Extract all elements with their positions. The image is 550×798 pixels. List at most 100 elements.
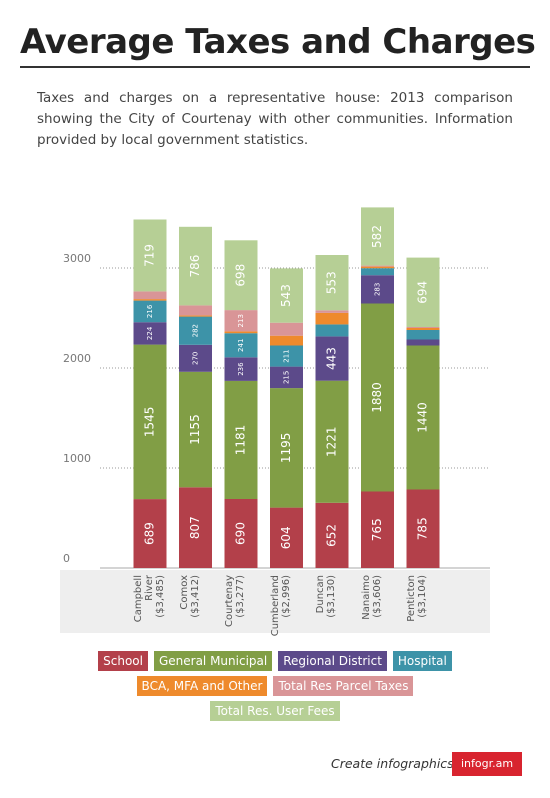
legend-item: BCA, MFA and Other [136,676,268,696]
bar-segment [406,330,440,340]
x-tick-label: Campbell River ($3,485) [133,575,166,623]
value-label: 213 [237,314,245,327]
value-label: 694 [416,281,430,304]
bar-segment [224,357,258,381]
legend-item: Total Res Parcel Taxes [273,676,414,696]
bar-segment [406,489,440,568]
value-label: 785 [416,517,430,540]
bar-segment [179,487,212,568]
value-label: 582 [370,225,384,248]
y-tick-label: 3000 [63,252,91,265]
bar-segment [224,240,258,311]
bar-segment [179,371,212,488]
legend-row: School General Municipal Regional District… [0,651,550,671]
value-label: 786 [188,255,202,278]
x-tick-label: Penticton ($3,104) [406,575,428,622]
value-label: 689 [143,522,157,545]
chart-subtitle: Taxes and charges on a representative ho… [37,90,513,148]
bar-segment [270,388,303,508]
value-label: 690 [234,522,248,545]
bar-segment [315,312,349,325]
x-tick-label: Cumberland ($2,996) [269,575,292,637]
bar-segment [361,265,394,267]
bar-segment [406,339,440,346]
value-label: 765 [370,518,384,541]
bar-segment [270,345,303,367]
value-label: 236 [237,362,245,376]
x-tick-label: Courtenay ($3,277) [224,575,246,628]
bar-segment [315,324,349,337]
value-label: 215 [283,371,291,384]
bar-segment [406,327,440,328]
value-label: 604 [279,526,293,549]
legend-item: Regional District [278,651,387,671]
value-label: 1221 [325,426,339,457]
value-label: 1195 [279,433,293,464]
y-tick-label: 0 [63,552,70,565]
bar-segment [224,380,258,499]
value-label: 719 [143,244,157,267]
bar-segment [315,380,349,503]
y-tick-label: 1000 [63,452,91,465]
brand-tag: infogr.am [452,752,522,776]
bar-segment [361,207,394,266]
bar-segment [270,366,303,389]
value-label: 543 [279,284,293,307]
value-label: 553 [325,271,339,294]
title-rule [20,66,530,68]
footer-text: Create infographics [331,756,454,771]
value-label: 1181 [234,425,248,456]
value-label: 807 [188,516,202,539]
value-label: 241 [237,339,245,352]
legend-item: General Municipal [153,651,273,671]
legend-row: BCA, MFA and Other Total Res Parcel Taxes [0,676,550,696]
bar-segment [133,499,167,568]
y-tick-label: 2000 [63,352,91,365]
value-label: 283 [374,283,382,296]
bar-segment [361,268,394,276]
chart-title: Average Taxes and Charges [20,22,536,62]
x-tick-label: Duncan ($3,130) [315,575,337,618]
value-label: 1155 [188,414,202,445]
value-label: 698 [234,264,248,287]
bar-segment [361,491,394,568]
bar-segment [315,310,349,313]
bar-segment [315,502,349,568]
value-label: 282 [192,324,200,337]
value-label: 652 [325,524,339,547]
bar-segment [133,322,167,345]
bar-segment [133,299,167,301]
bar-segment [133,300,167,323]
bar-segment [224,310,258,332]
bar-segment [270,322,303,336]
value-label: 211 [283,349,291,362]
legend-item: Total Res. User Fees [210,701,340,721]
bar-segment [270,507,303,568]
value-label: 1440 [416,402,430,433]
bar-segment [361,275,394,304]
bar-segment [179,226,212,306]
legend: School General Municipal Regional District… [0,651,550,726]
bar-segment [133,344,167,500]
bar-segment [361,303,394,492]
bar-segment [270,268,303,323]
legend-item: School [98,651,148,671]
bar-segment [224,499,258,568]
x-tick-label: Comox ($3,412) [178,575,201,618]
bar-segment [315,255,349,311]
legend-item: Hospital [392,651,452,671]
bar-segment [179,316,212,345]
bar-segment [361,266,394,269]
x-tick-label: Nanaimo ($3,606) [360,575,383,620]
bar-segment [270,335,303,346]
bar-segment [179,315,212,317]
bar-segment [406,257,440,327]
bar-segment [179,344,212,372]
bar-segment [406,328,440,330]
bar-segment [406,345,440,490]
bar-segment [224,331,258,334]
value-label: 224 [146,326,154,340]
legend-row: Total Res. User Fees [0,701,550,721]
